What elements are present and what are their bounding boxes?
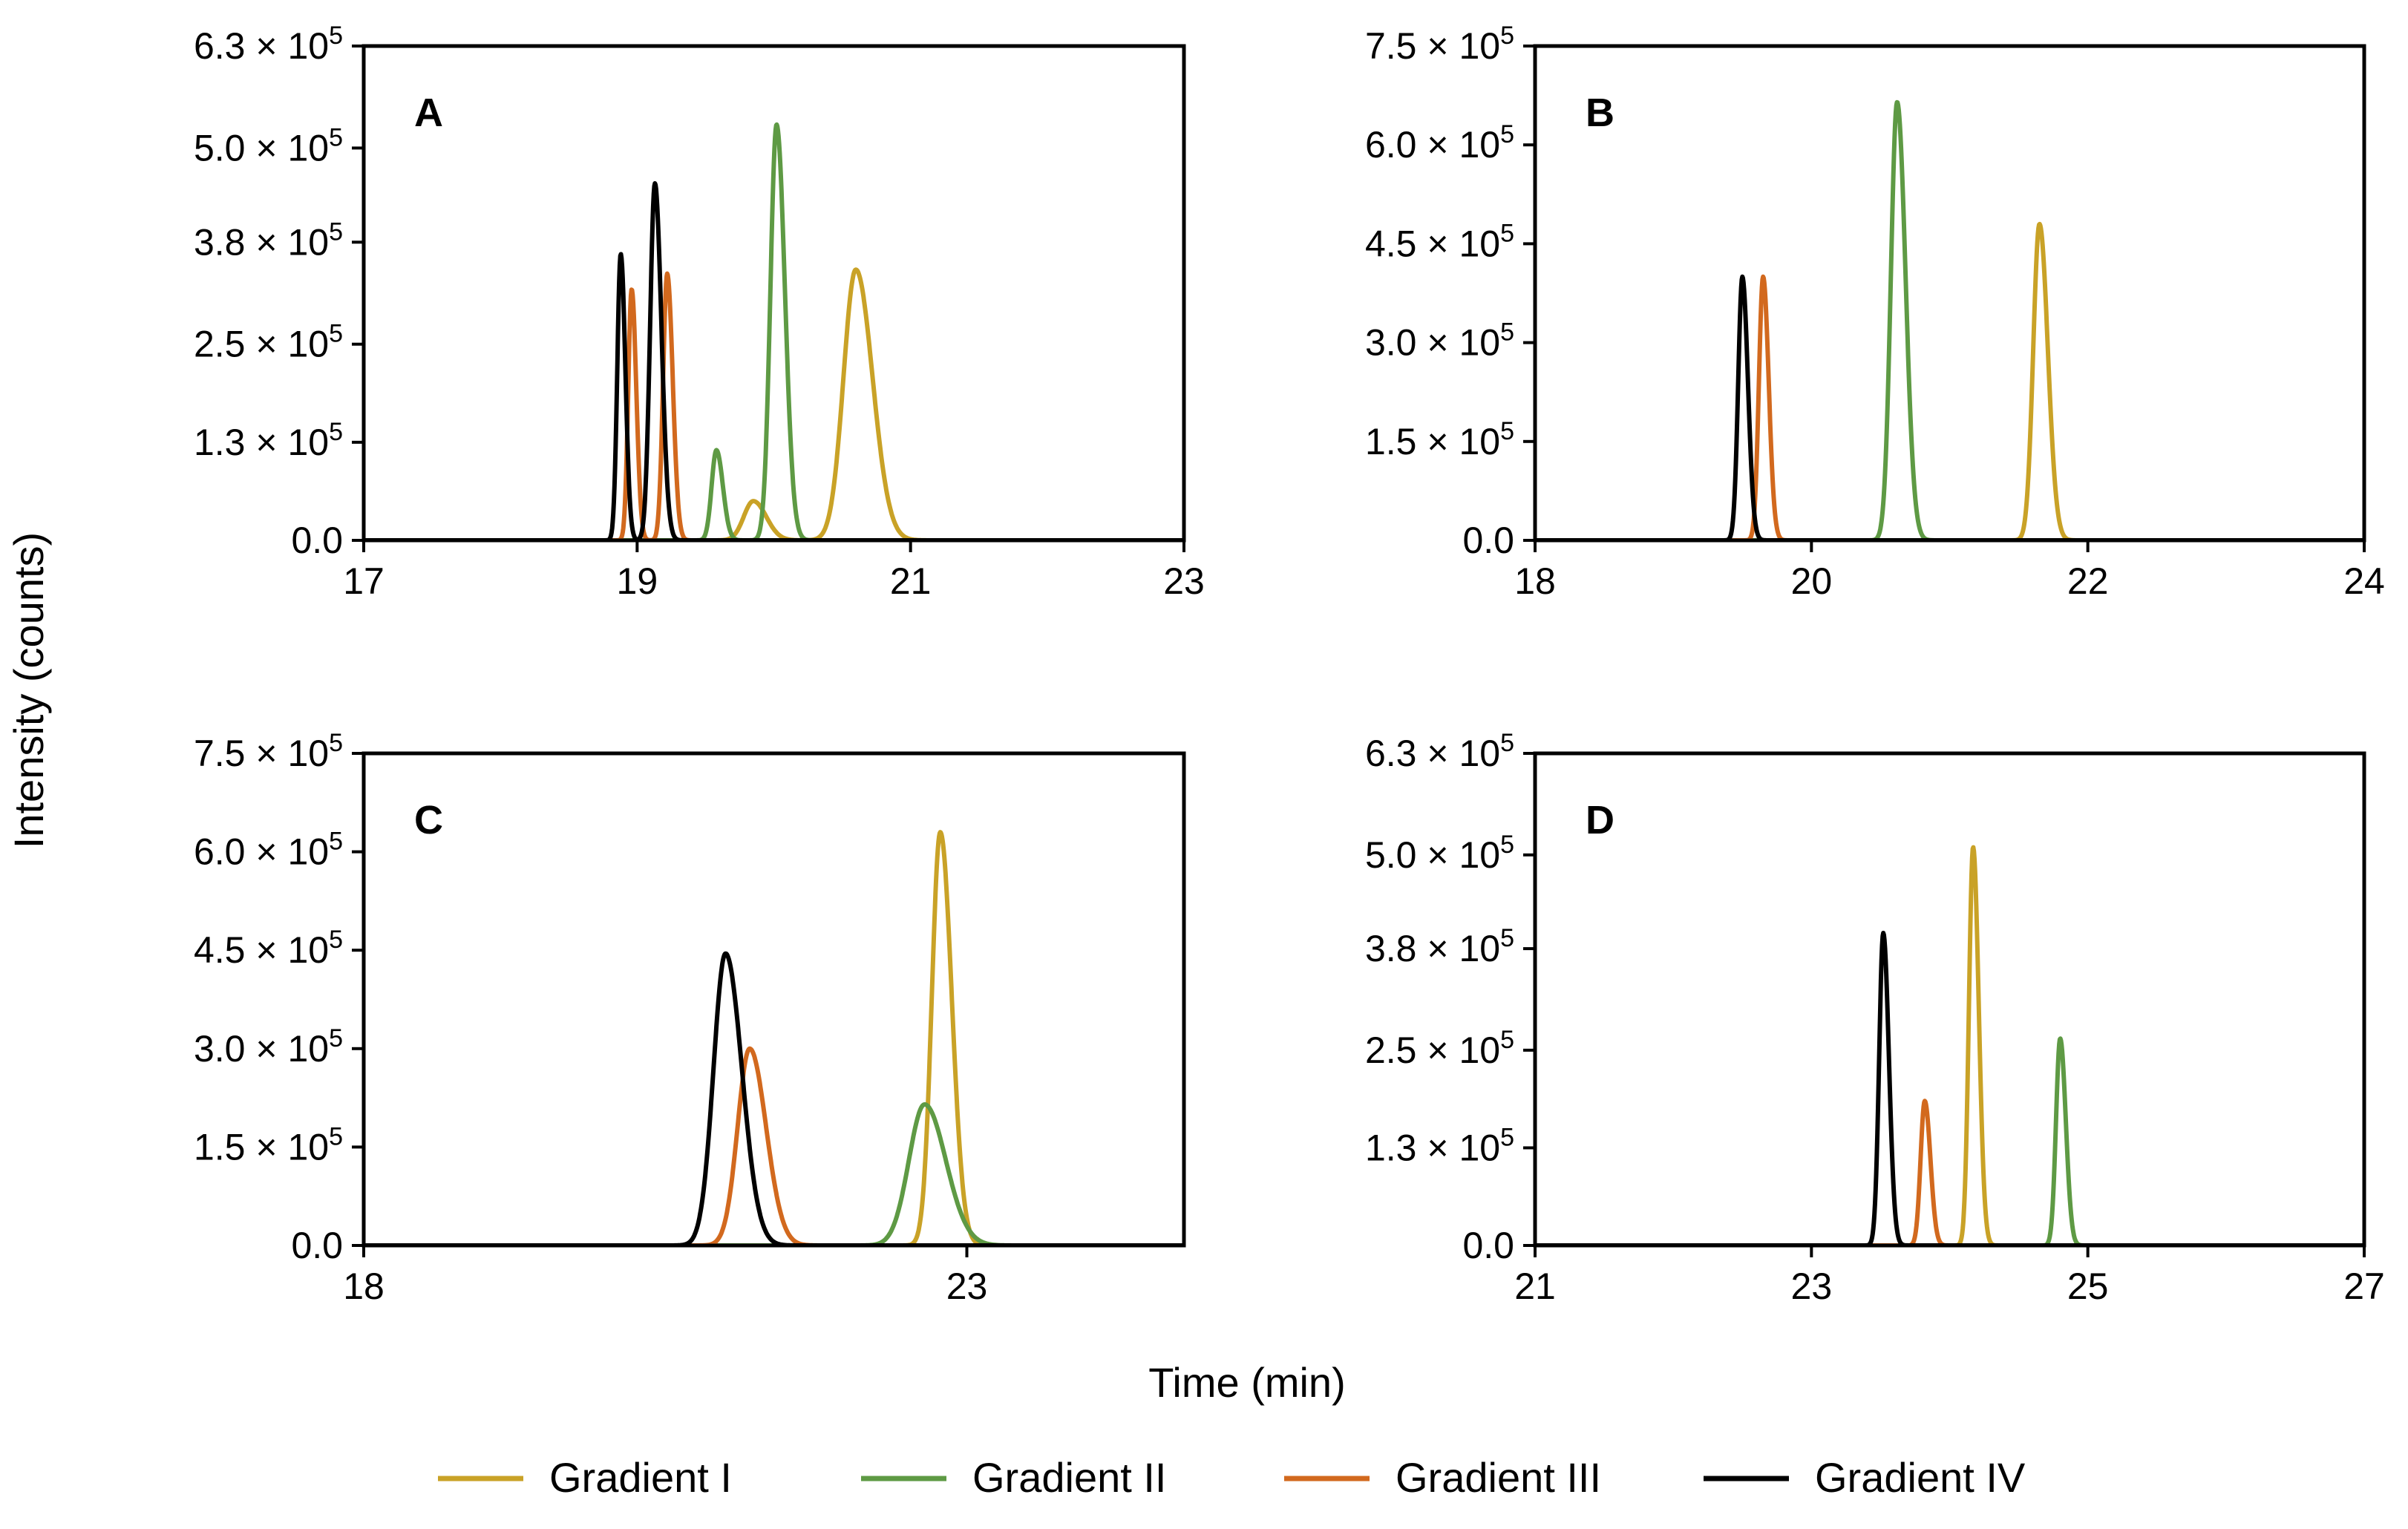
y-tick-label: 0.0 [1462,520,1514,561]
series-line-gradient-iv [1535,931,2364,1245]
legend-label: Gradient III [1396,1454,1601,1501]
plot-frame [1533,44,2366,543]
y-tick-label: 6.0 × 105 [1365,120,1514,166]
series-line-gradient-i [1535,221,2364,540]
y-tick-label: 7.5 × 105 [194,729,343,774]
x-axis-title: Time (min) [1148,1359,1345,1406]
y-tick-label: 3.8 × 105 [1365,924,1514,969]
legend-item: Gradient I [438,1454,732,1501]
series-traces [364,830,1184,1245]
y-tick-label: 3.8 × 105 [194,217,343,263]
x-tick-label: 21 [1514,1266,1556,1307]
panel-c: 0.0 1.5 × 105 3.0 × 105 4.5 × 105 6.0 × 105 7… [194,729,1186,1307]
x-tick-label: 17 [343,560,385,602]
series-traces [1535,99,2364,540]
legend-item: Gradient III [1284,1454,1601,1501]
plot-frame [361,44,1186,543]
legend-item: Gradient II [861,1454,1166,1501]
y-tick-label: 4.5 × 105 [194,926,343,971]
series-line-gradient-i [364,267,1184,540]
y-tick-label: 6.3 × 105 [1365,729,1514,774]
panel-a: 0.0 1.3 × 105 2.5 × 105 3.8 × 105 5.0 × 105 6… [194,22,1205,602]
series-line-gradient-iv [1535,274,2364,540]
panel-letter: A [414,91,443,135]
x-tick-label: 18 [343,1266,385,1307]
x-tick-label: 23 [1163,560,1205,602]
panels: 0.0 1.3 × 105 2.5 × 105 3.8 × 105 5.0 × 105 6… [194,22,2385,1307]
x-tick-label: 22 [2067,560,2109,602]
y-tick-label: 0.0 [291,1225,343,1266]
plot-frame [1533,751,2366,1248]
x-tick-label: 21 [890,560,932,602]
y-tick-label: 1.3 × 105 [1365,1123,1514,1168]
panel-letter: D [1586,798,1614,842]
y-tick-label: 3.0 × 105 [194,1024,343,1070]
series-line-gradient-iii [364,1046,1184,1245]
series-line-gradient-ii [1535,99,2364,540]
y-tick-label: 1.5 × 105 [194,1122,343,1168]
y-tick-label: 7.5 × 105 [1365,22,1514,67]
series-line-gradient-ii [364,122,1184,540]
y-tick-label: 2.5 × 105 [1365,1026,1514,1071]
x-tick-label: 18 [1514,560,1556,602]
x-tick-label: 19 [617,560,658,602]
series-line-gradient-iii [1535,274,2364,540]
panel-b: 0.0 1.5 × 105 3.0 × 105 4.5 × 105 6.0 × 105 7… [1365,22,2385,602]
y-tick-label: 0.0 [1462,1225,1514,1266]
y-tick-label: 1.3 × 105 [194,418,343,463]
y-tick-label: 2.5 × 105 [194,320,343,365]
series-line-gradient-iii [1535,1099,2364,1245]
x-tick-label: 23 [1791,1266,1833,1307]
legend-item: Gradient IV [1704,1454,2026,1501]
series-traces [364,122,1184,540]
legend-label: Gradient I [549,1454,732,1501]
panel-d: 0.0 1.3 × 105 2.5 × 105 3.8 × 105 5.0 × 105 6… [1365,729,2385,1307]
y-tick-label: 3.0 × 105 [1365,318,1514,364]
x-tick-label: 20 [1791,560,1833,602]
x-tick-label: 27 [2343,1266,2385,1307]
y-tick-label: 5.0 × 105 [1365,831,1514,876]
y-tick-label: 4.5 × 105 [1365,219,1514,264]
y-tick-label: 6.3 × 105 [194,22,343,67]
x-tick-label: 25 [2067,1266,2109,1307]
legend: Gradient I Gradient II Gradient III Gradien… [438,1454,2026,1501]
y-tick-label: 1.5 × 105 [1365,417,1514,462]
y-tick-label: 6.0 × 105 [194,828,343,873]
panel-letter: C [414,798,443,842]
x-tick-label: 23 [946,1266,988,1307]
series-line-gradient-ii [1535,1036,2364,1245]
legend-label: Gradient II [972,1454,1166,1501]
x-tick-label: 24 [2343,560,2385,602]
y-tick-label: 5.0 × 105 [194,123,343,168]
series-traces [1535,845,2364,1245]
y-tick-label: 0.0 [291,520,343,561]
plot-frame [361,751,1186,1248]
legend-label: Gradient IV [1815,1454,2026,1501]
series-line-gradient-i [1535,845,2364,1245]
panel-letter: B [1586,91,1614,135]
series-line-gradient-iii [364,271,1184,540]
series-line-gradient-iv [364,951,1184,1245]
y-axis-title: Intensity (counts) [5,532,52,848]
